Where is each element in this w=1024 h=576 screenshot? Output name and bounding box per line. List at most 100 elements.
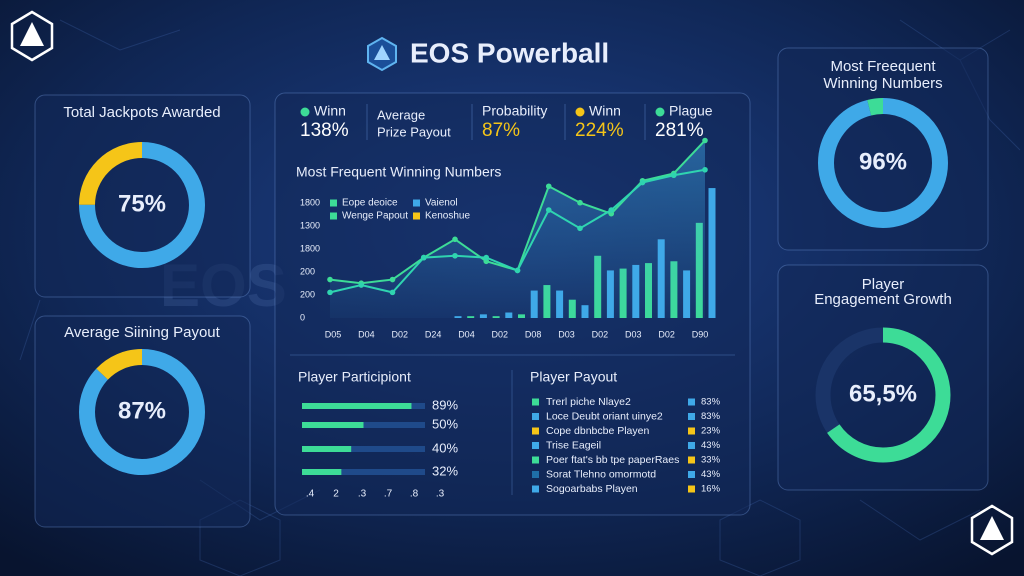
x-label: D02 [592, 329, 609, 339]
progress-fill [302, 422, 364, 428]
x-label: D04 [358, 329, 375, 339]
x-label: D02 [658, 329, 675, 339]
panel-title: Winning Numbers [823, 75, 942, 92]
axis-label: .7 [384, 489, 393, 500]
line-point [452, 252, 458, 259]
line-point [577, 199, 583, 206]
line-point [483, 254, 490, 261]
progress-fill [302, 446, 352, 452]
line-point [639, 179, 646, 186]
x-label: D90 [692, 329, 709, 339]
x-label: D08 [525, 329, 542, 339]
legend-swatch [413, 212, 420, 220]
donut-remainder [818, 98, 948, 228]
row-name: Sorat Tlehno omormotd [546, 468, 656, 480]
axis-label: .3 [358, 489, 367, 500]
panel [34, 315, 251, 528]
line-point [545, 207, 552, 213]
panel-title: Most Freequent [830, 58, 936, 75]
stat-label: Winn [589, 103, 621, 119]
stat-label: Average [377, 107, 425, 122]
stat-dot [300, 107, 310, 117]
row-name: Sogoarbabs Playen [546, 483, 638, 495]
x-label: D03 [558, 329, 575, 339]
row-marker [688, 413, 695, 420]
y-label: 1800 [300, 197, 320, 207]
donut-value: 87% [118, 397, 166, 424]
stat-dot [575, 107, 585, 117]
x-label: D03 [625, 329, 642, 339]
stat-label: Plague [669, 103, 713, 119]
stat-value: 138% [300, 120, 349, 141]
progress-label: 40% [432, 440, 458, 455]
x-label: D24 [425, 329, 442, 339]
row-name: Trise Eageil [546, 439, 601, 451]
progress-label: 50% [432, 416, 458, 431]
row-swatch [532, 485, 539, 493]
line-point [452, 236, 458, 243]
legend-label: Vaienol [425, 198, 458, 209]
row-value: 83% [701, 397, 721, 408]
line-point [702, 137, 708, 144]
x-label: D02 [391, 329, 408, 339]
line-point [327, 289, 333, 296]
donut-value: 65,5% [849, 380, 917, 407]
row-value: 43% [701, 469, 721, 480]
line-point [670, 172, 677, 179]
donut-value: 75% [118, 190, 166, 217]
y-label: 1800 [300, 243, 320, 253]
legend-swatch [330, 199, 337, 207]
y-label: 0 [300, 312, 305, 322]
stat-label: Winn [314, 103, 346, 119]
row-marker [688, 398, 695, 406]
progress-label: 89% [432, 397, 458, 412]
row-value: 16% [701, 484, 721, 495]
legend-label: Eope deoice [342, 198, 398, 209]
row-name: Cope dbnbcbe Playen [546, 425, 649, 437]
page-title: EOS Powerball [410, 37, 609, 68]
row-marker [688, 485, 695, 493]
legend-label: Wenge Papout [342, 211, 408, 222]
y-label: 200 [300, 266, 315, 276]
bar [708, 188, 716, 318]
stat-value: 87% [482, 120, 520, 141]
line-point [420, 254, 427, 261]
line-point [389, 289, 396, 296]
panel-title: Average Siining Payout [64, 324, 220, 341]
x-label: D02 [492, 329, 509, 339]
line-point [358, 282, 365, 288]
stat-value: 281% [655, 120, 704, 141]
panel-title: Total Jackpots Awarded [63, 104, 220, 121]
row-name: Poer ftat's bb tpe paperRaes [546, 454, 679, 466]
progress-label: 32% [432, 463, 458, 478]
legend-swatch [330, 212, 337, 220]
axis-label: 2 [333, 489, 339, 500]
stat-label: Prize Payout [377, 124, 451, 139]
panel [34, 94, 251, 298]
row-value: 43% [701, 440, 721, 451]
legend-label: Kenoshue [425, 211, 470, 222]
progress-track [302, 469, 425, 475]
y-label: 200 [300, 289, 315, 299]
line-point [327, 276, 333, 283]
line-point [389, 276, 396, 283]
stat-label: Probability [482, 103, 547, 119]
chart-title: Most Frequent Winning Numbers [296, 164, 501, 180]
x-label: D04 [458, 329, 475, 339]
line-point [577, 225, 583, 232]
line-point [608, 207, 615, 213]
row-swatch [532, 471, 539, 478]
panel-title: Engagement Growth [814, 291, 952, 308]
row-value: 33% [701, 455, 721, 466]
logo-top-left [10, 10, 54, 62]
row-marker [688, 427, 695, 435]
progress-fill [302, 469, 342, 475]
row-swatch [532, 398, 539, 406]
row-swatch [532, 413, 539, 420]
row-swatch [532, 442, 539, 449]
row-marker [688, 456, 695, 464]
row-marker [688, 471, 695, 478]
axis-label: .4 [306, 489, 315, 500]
row-swatch [532, 456, 539, 464]
logo-header [367, 36, 397, 72]
